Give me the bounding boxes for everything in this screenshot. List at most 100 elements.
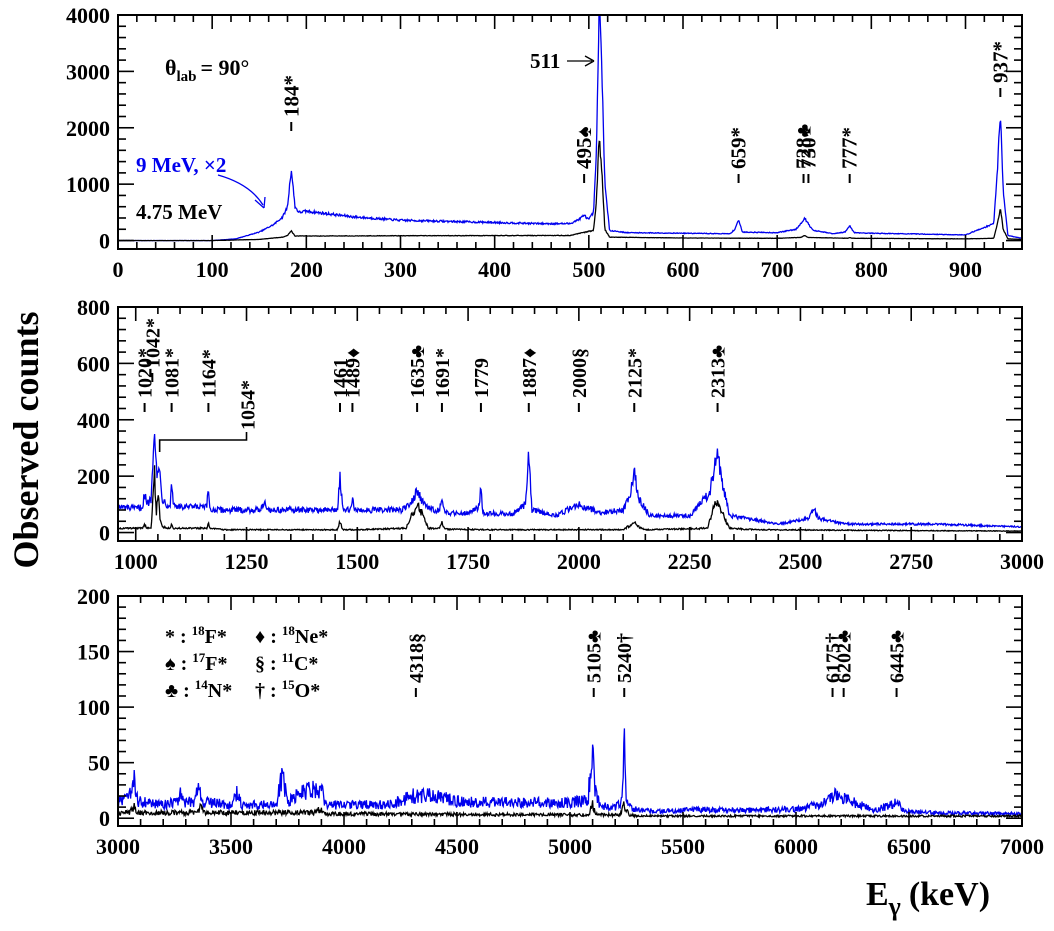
panel-frame-1: [117, 14, 1023, 250]
peak-1779-label: 1779: [471, 358, 493, 398]
legend-symbol: * :: [165, 626, 192, 648]
x-tick-label: 3000: [1000, 549, 1044, 574]
beam-9mev-arrowhead: [254, 196, 266, 209]
peak-6202-label: 6202♣: [834, 630, 856, 683]
y-tick-label: 0: [99, 806, 110, 831]
x-tick-label: 600: [667, 257, 700, 282]
peak-495-label: 495♠: [572, 126, 596, 169]
x-tick-label: 500: [572, 257, 605, 282]
y-tick-label: 0: [99, 521, 110, 546]
arrow-511-head: [584, 55, 595, 67]
legend-entry-4: § : 11C*: [255, 650, 318, 675]
beam-475mev-label: 4.75 MeV: [136, 200, 222, 224]
y-tick-label: 200: [77, 584, 110, 609]
legend-nucleus: F*: [205, 626, 227, 648]
chart-panel-2: 1000 1250 1500 1750 2000 2250 2500 2750 3000 0 200…: [77, 295, 1044, 574]
legend-nucleus: O*: [295, 680, 321, 702]
beam-9mev-pointer: [217, 174, 264, 206]
x-tick-label: 800: [855, 257, 888, 282]
legend-entry-3: ♠ : 17F*: [165, 650, 228, 675]
peak-1042-label: 1042*: [142, 318, 164, 368]
x-tick-label: 1500: [335, 549, 379, 574]
peak-2000-label: 2000§: [569, 348, 591, 398]
x-tick-label: 1750: [446, 549, 490, 574]
peak-1054-label: 1054*: [238, 380, 260, 430]
x-tick-label: 700: [761, 257, 794, 282]
legend-mass-number: 18: [192, 623, 206, 638]
peak-777-label: 777*: [838, 127, 862, 169]
x-tick-label: 6500: [887, 834, 931, 859]
legend-entry-5: ♣ : 14N*: [165, 677, 232, 702]
x-tick-label: 200: [290, 257, 323, 282]
legend-symbol: † :: [255, 680, 282, 702]
legend-symbol: ♦ :: [255, 626, 282, 648]
chart-panel-1: 0 100 200 300 400 500 600 700 800 900 0 1000 2000 300…: [66, 3, 1023, 282]
x-tick-label: 400: [478, 257, 511, 282]
legend-symbol: ♠ :: [165, 653, 192, 675]
x-tick-label: 4500: [435, 834, 479, 859]
x-tick-label: 5000: [548, 834, 592, 859]
x-tick-label: 6000: [774, 834, 818, 859]
x-tick-label: 5500: [661, 834, 705, 859]
y-tick-label: 3000: [66, 59, 110, 84]
angle-symbol: θ: [165, 55, 176, 80]
x-axis-label: Eγ (keV): [866, 876, 990, 921]
x-tick-label: 2250: [668, 549, 712, 574]
y-tick-label: 100: [77, 695, 110, 720]
x-tick-label: 2500: [778, 549, 822, 574]
peak-1164-label: 1164*: [198, 349, 220, 398]
legend-mass-number: 11: [282, 650, 294, 665]
label-511: 511: [530, 49, 560, 73]
spectrum-beam9-panel-3: [118, 728, 1022, 818]
peak-1020-label: 1020*: [135, 348, 157, 398]
legend-nucleus: Ne*: [295, 626, 328, 648]
spectrum-beam475-panel-2: [118, 465, 1022, 533]
legend-mass-number: 15: [282, 677, 296, 692]
x-axis-label-main: E: [866, 876, 889, 913]
legend-mass-number: 17: [192, 650, 206, 665]
peak-2313-label: 2313♣: [708, 345, 730, 398]
x-tick-label: 1000: [114, 549, 158, 574]
y-tick-label: 2000: [66, 116, 110, 141]
y-tick-label: 50: [88, 751, 110, 776]
x-tick-label: 2000: [557, 549, 601, 574]
legend-mass-number: 18: [282, 623, 296, 638]
x-tick-label: 2750: [889, 549, 933, 574]
spectrum-beam9-panel-2: [118, 433, 1022, 529]
y-tick-label: 600: [77, 351, 110, 376]
y-tick-label: 1000: [66, 172, 110, 197]
x-tick-label: 3000: [96, 834, 140, 859]
x-tick-label: 100: [196, 257, 229, 282]
legend-entry-1: * : 18F*: [165, 623, 227, 648]
chart-panel-3: 3000 3500 4000 4500 5000 5500 6000 6500 7000 0 50 1…: [77, 584, 1044, 859]
y-tick-label: 150: [77, 640, 110, 665]
legend-symbol: ♣ :: [165, 680, 195, 702]
peak-728-label: 728♣: [792, 124, 816, 170]
peak-730-label: 730*: [796, 127, 820, 169]
peak-4318-label: 4318§: [406, 633, 428, 683]
peak-1489-label: 1489♦: [342, 348, 364, 398]
y-tick-label: 4000: [66, 3, 110, 28]
peak-659-label: 659*: [727, 127, 751, 169]
x-tick-label: 900: [949, 257, 982, 282]
beam-9mev-label: 9 MeV, ×2: [136, 153, 226, 177]
panel-frame-2: [117, 306, 1023, 542]
peak-1461-label: 1461: [330, 358, 352, 398]
peak-5105-label: 5105♣: [584, 630, 606, 683]
legend-entry-2: ♦ : 18Ne*: [255, 623, 328, 648]
peak-2125-label: 2125*: [624, 348, 646, 398]
spectrum-beam9-panel-1: [118, 15, 1022, 242]
legend-nucleus: F*: [205, 653, 227, 675]
x-tick-label: 1250: [225, 549, 269, 574]
peak-1887-label: 1887♦: [519, 348, 541, 398]
peak-1635-label: 1635♣: [407, 345, 429, 398]
peak-1691-label: 1691*: [432, 348, 454, 398]
peak-184-label: 184*: [279, 75, 303, 117]
x-tick-label: 3500: [209, 834, 253, 859]
legend-symbol: § :: [255, 653, 282, 675]
y-tick-label: 800: [77, 295, 110, 320]
legend-nucleus: N*: [208, 680, 232, 702]
peak-937-label: 937*: [988, 41, 1012, 83]
bracket-1054: [158, 432, 248, 452]
